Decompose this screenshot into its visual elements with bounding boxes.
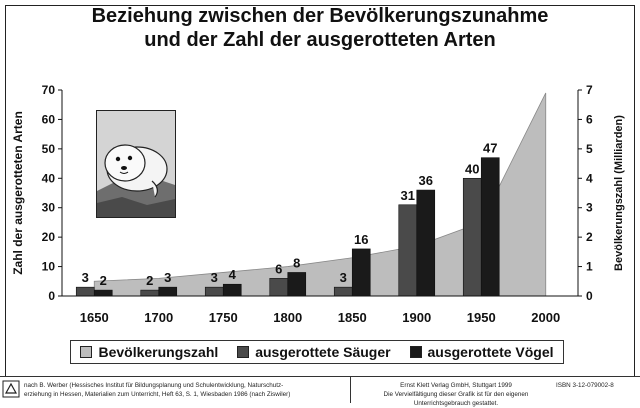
bar-mammals-1850 xyxy=(333,286,353,297)
data-label-birds-1950: 47 xyxy=(483,141,497,156)
left-tick-label-60: 60 xyxy=(42,112,56,126)
data-label-birds-1850: 16 xyxy=(354,232,368,247)
bar-birds-1900 xyxy=(416,189,436,297)
data-label-mammals-1950: 40 xyxy=(465,161,479,176)
chart-legend: Bevölkerungszahl ausgerottete Säuger aus… xyxy=(70,340,564,364)
left-tick-label-50: 50 xyxy=(42,142,56,156)
bar-birds-1700 xyxy=(158,286,178,297)
right-tick-label-0: 0 xyxy=(586,289,593,303)
x-tick-label-2000: 2000 xyxy=(531,310,560,325)
right-tick-label-7: 7 xyxy=(586,83,593,97)
x-tick-label-1900: 1900 xyxy=(402,310,431,325)
legend-item-mammals: ausgerottete Säuger xyxy=(237,344,391,360)
footer-publisher-line-1: Ernst Klett Verlag GmbH, Stuttgart 1999 xyxy=(400,382,512,389)
data-label-mammals-1850: 3 xyxy=(340,270,347,285)
x-tick-label-1650: 1650 xyxy=(80,310,109,325)
left-tick-label-70: 70 xyxy=(42,83,56,97)
footer-publisher: Ernst Klett Verlag GmbH, Stuttgart 1999 … xyxy=(356,381,556,408)
bar-mammals-1750 xyxy=(204,286,224,297)
footer: nach B. Werber (Hessisches Institut für … xyxy=(0,376,640,407)
footer-source-line-1: nach B. Werber (Hessisches Institut für … xyxy=(24,382,284,389)
right-tick-label-3: 3 xyxy=(586,201,593,215)
data-label-mammals-1700: 2 xyxy=(146,273,153,288)
legend-swatch-mammals xyxy=(237,346,250,358)
right-axis-title: Bevölkerungszahl (Milliarden) xyxy=(613,115,625,271)
right-tick-label-4: 4 xyxy=(586,171,593,185)
left-axis-title: Zahl der ausgerotteten Arten xyxy=(11,111,25,275)
legend-label-birds: ausgerottete Vögel xyxy=(427,344,554,360)
x-tick-label-1950: 1950 xyxy=(467,310,496,325)
x-tick-label-1800: 1800 xyxy=(273,310,302,325)
bar-mammals-1800 xyxy=(269,278,289,297)
right-tick-label-2: 2 xyxy=(586,230,593,244)
x-tick-label-1700: 1700 xyxy=(144,310,173,325)
data-label-birds-1750: 4 xyxy=(229,267,237,282)
left-tick-label-40: 40 xyxy=(42,171,56,185)
legend-label-population: Bevölkerungszahl xyxy=(98,344,219,360)
data-label-mammals-1800: 6 xyxy=(275,261,282,276)
data-label-birds-1800: 8 xyxy=(293,255,300,270)
legend-label-mammals: ausgerottete Säuger xyxy=(255,344,391,360)
bar-mammals-1950 xyxy=(462,177,482,297)
right-tick-label-1: 1 xyxy=(586,260,593,274)
data-label-birds-1650: 2 xyxy=(100,273,107,288)
bar-mammals-1700 xyxy=(140,289,160,297)
footer-source-line-2: erziehung in Hessen, Materialien zum Unt… xyxy=(24,391,291,398)
legend-item-population: Bevölkerungszahl xyxy=(80,344,218,360)
bar-mammals-1900 xyxy=(398,204,418,297)
left-tick-label-20: 20 xyxy=(42,230,56,244)
bar-mammals-1650 xyxy=(75,286,95,297)
data-label-birds-1900: 36 xyxy=(419,173,433,188)
legend-swatch-birds xyxy=(409,346,422,358)
footer-isbn: ISBN 3-12-079002-8 xyxy=(556,382,614,389)
data-label-birds-1700: 3 xyxy=(164,270,171,285)
seal-illustration xyxy=(96,110,176,218)
bar-birds-1950 xyxy=(480,157,500,297)
chart-title: Beziehung zwischen der Bevölkerungszunah… xyxy=(0,4,640,52)
footer-divider-1 xyxy=(350,377,351,403)
x-tick-label-1850: 1850 xyxy=(338,310,367,325)
chart-title-line-2: und der Zahl der ausgerotteten Arten xyxy=(144,29,496,51)
left-tick-label-10: 10 xyxy=(42,260,56,274)
chart-title-line-1: Beziehung zwischen der Bevölkerungszunah… xyxy=(91,5,549,27)
left-tick-label-30: 30 xyxy=(42,201,56,215)
bar-birds-1750 xyxy=(222,283,242,297)
data-label-mammals-1750: 3 xyxy=(211,270,218,285)
bar-birds-1800 xyxy=(287,272,307,297)
x-tick-label-1750: 1750 xyxy=(209,310,238,325)
left-tick-label-0: 0 xyxy=(48,289,55,303)
footer-source: nach B. Werber (Hessisches Institut für … xyxy=(24,381,344,399)
footer-publisher-line-2: Die Vervielfältigung dieser Grafik ist f… xyxy=(383,391,529,407)
right-tick-label-5: 5 xyxy=(586,142,593,156)
bar-birds-1650 xyxy=(93,289,113,297)
legend-item-birds: ausgerottete Vögel xyxy=(409,344,554,360)
data-label-mammals-1650: 3 xyxy=(82,270,89,285)
legend-swatch-population xyxy=(80,346,93,358)
data-label-mammals-1900: 31 xyxy=(401,188,415,203)
publisher-logo-icon xyxy=(2,380,20,398)
bar-birds-1850 xyxy=(351,248,371,297)
right-tick-label-6: 6 xyxy=(586,112,593,126)
